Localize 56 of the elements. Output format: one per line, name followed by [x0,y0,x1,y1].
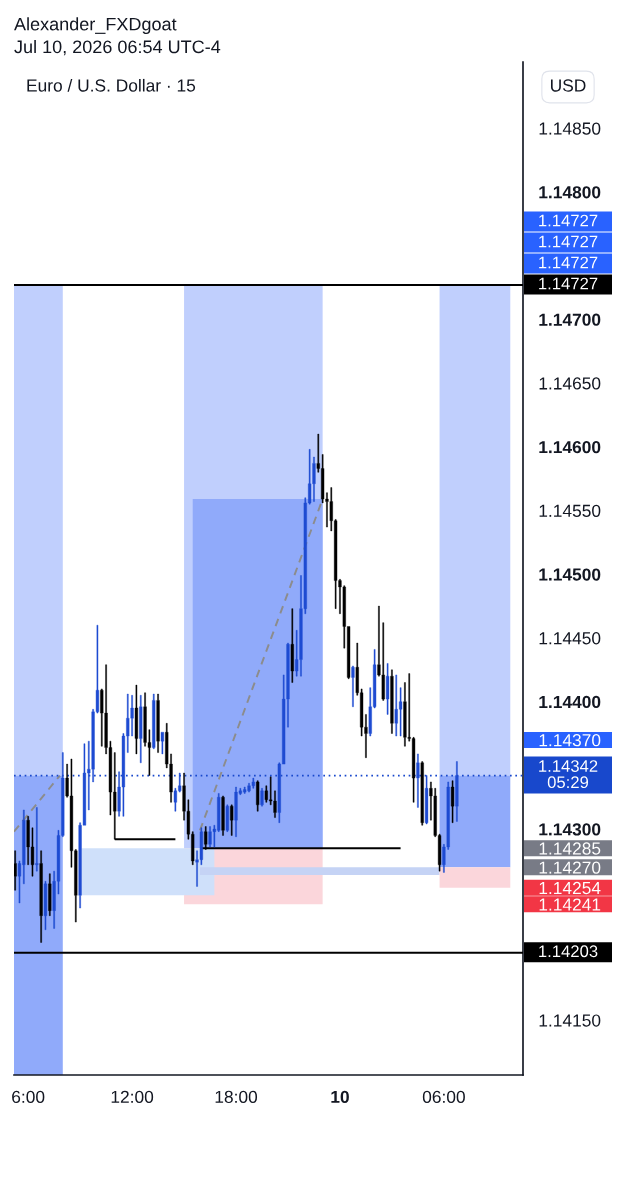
y-tick-label: 1.14650 [539,377,601,390]
y-tick-label: 1.14285 [539,842,601,855]
ref-line-label: 1.14203 [539,945,598,958]
y-tick-label: 1.14370 [539,734,601,747]
y-tick-label: 1.14700 [539,313,601,326]
candlestick [390,669,394,734]
x-tick-label: 18:00 [215,1090,258,1104]
x-tick-label: 6:00 [12,1090,45,1104]
x-tick-label: 06:00 [422,1090,465,1104]
candlestick [156,693,160,753]
candlestick [420,761,424,826]
y-tick-label: 1.14500 [539,568,601,581]
y-axis-title: USD [551,79,586,92]
candlestick [35,807,39,872]
text: 1.14727 [539,214,598,227]
candlestick [455,761,459,822]
candlestick [424,775,429,825]
candlestick [14,850,17,891]
text: 1.14727 [539,256,598,269]
y-tick-label: 1.14254 [539,881,601,895]
candlestick [160,732,164,755]
y-tick-label: 1.14800 [539,186,601,199]
candlestick [48,873,52,916]
ref-line-label: 1.14342 05:29 [539,760,598,789]
y-tick-label: 1.14241 [539,898,601,911]
y-tick-label: 1.14270 [539,861,601,874]
y-tick-label: 1.14300 [539,823,601,836]
candlestick [208,826,212,848]
x-tick-label: 10 [331,1090,349,1104]
candlestick [152,693,156,750]
candlestick [234,786,238,837]
candlestick [225,804,229,832]
candlestick [134,684,139,755]
candlestick [290,608,294,683]
text: Euro / U.S. Dollar · 15 [27,78,196,92]
y-tick-label: 1.14550 [539,504,601,517]
x-tick-label: 12:00 [111,1090,154,1104]
text: 1.14727 [539,235,598,248]
candlestick [139,695,143,764]
candlestick [221,795,225,836]
candlestick [43,881,48,930]
candlestick [230,804,234,836]
candlestick [386,663,390,715]
candlestick [416,753,420,808]
candlestick [39,850,43,943]
y-tick-label: 1.14600 [539,440,601,454]
text: Alexander_FXDgoat Jul 10, 2026 06:54 UTC-4 [14,17,221,56]
candlestick [260,788,264,807]
y-tick-label: 1.14400 [539,695,601,709]
candlestick [351,665,355,707]
y-tick-label: 1.14850 [539,122,601,135]
y-tick-label: 1.14450 [539,632,601,645]
candlestick [450,780,455,823]
y-tick-label: 1.14150 [539,1014,601,1027]
candlestick [256,780,260,812]
ref-line-label: 1.14727 [539,277,598,290]
